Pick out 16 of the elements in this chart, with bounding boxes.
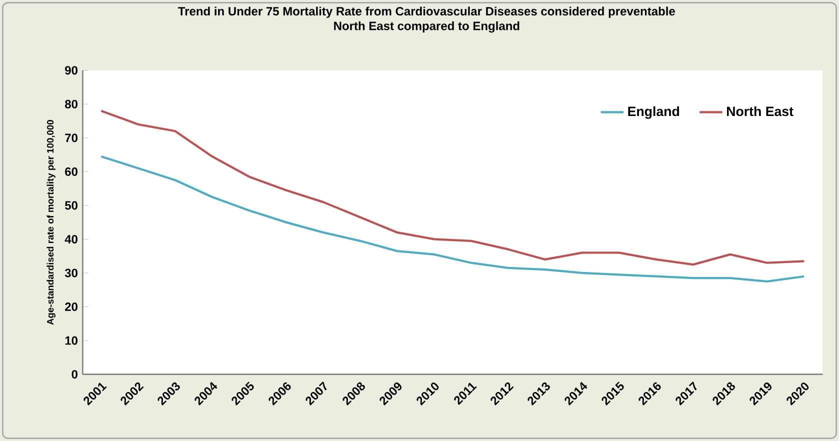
y-tick-label: 90 [65,66,78,75]
y-tick-label: 60 [65,167,78,176]
y-tick-label: 40 [64,234,78,244]
y-tick-label: 70 [65,134,78,142]
y-tick-label: 30 [64,268,78,278]
chart-title: Trend in Under 75 Mortality Rate from Cardiovascular Diseases considered preventable [178,6,675,18]
legend-label: North East [727,106,794,116]
y-tick-label: 20 [65,302,78,312]
y-axis-title: Age-standardised rate of mortality per 100,000 [46,120,56,325]
y-tick-label: 50 [64,201,78,210]
chart-subtitle: North East compared to England [334,21,520,33]
line-series [100,155,806,283]
y-tick-label: 80 [64,100,78,108]
y-tick-label: 10 [65,336,78,345]
y-tick-label: 0 [72,370,78,379]
legend-label: England [628,106,680,119]
